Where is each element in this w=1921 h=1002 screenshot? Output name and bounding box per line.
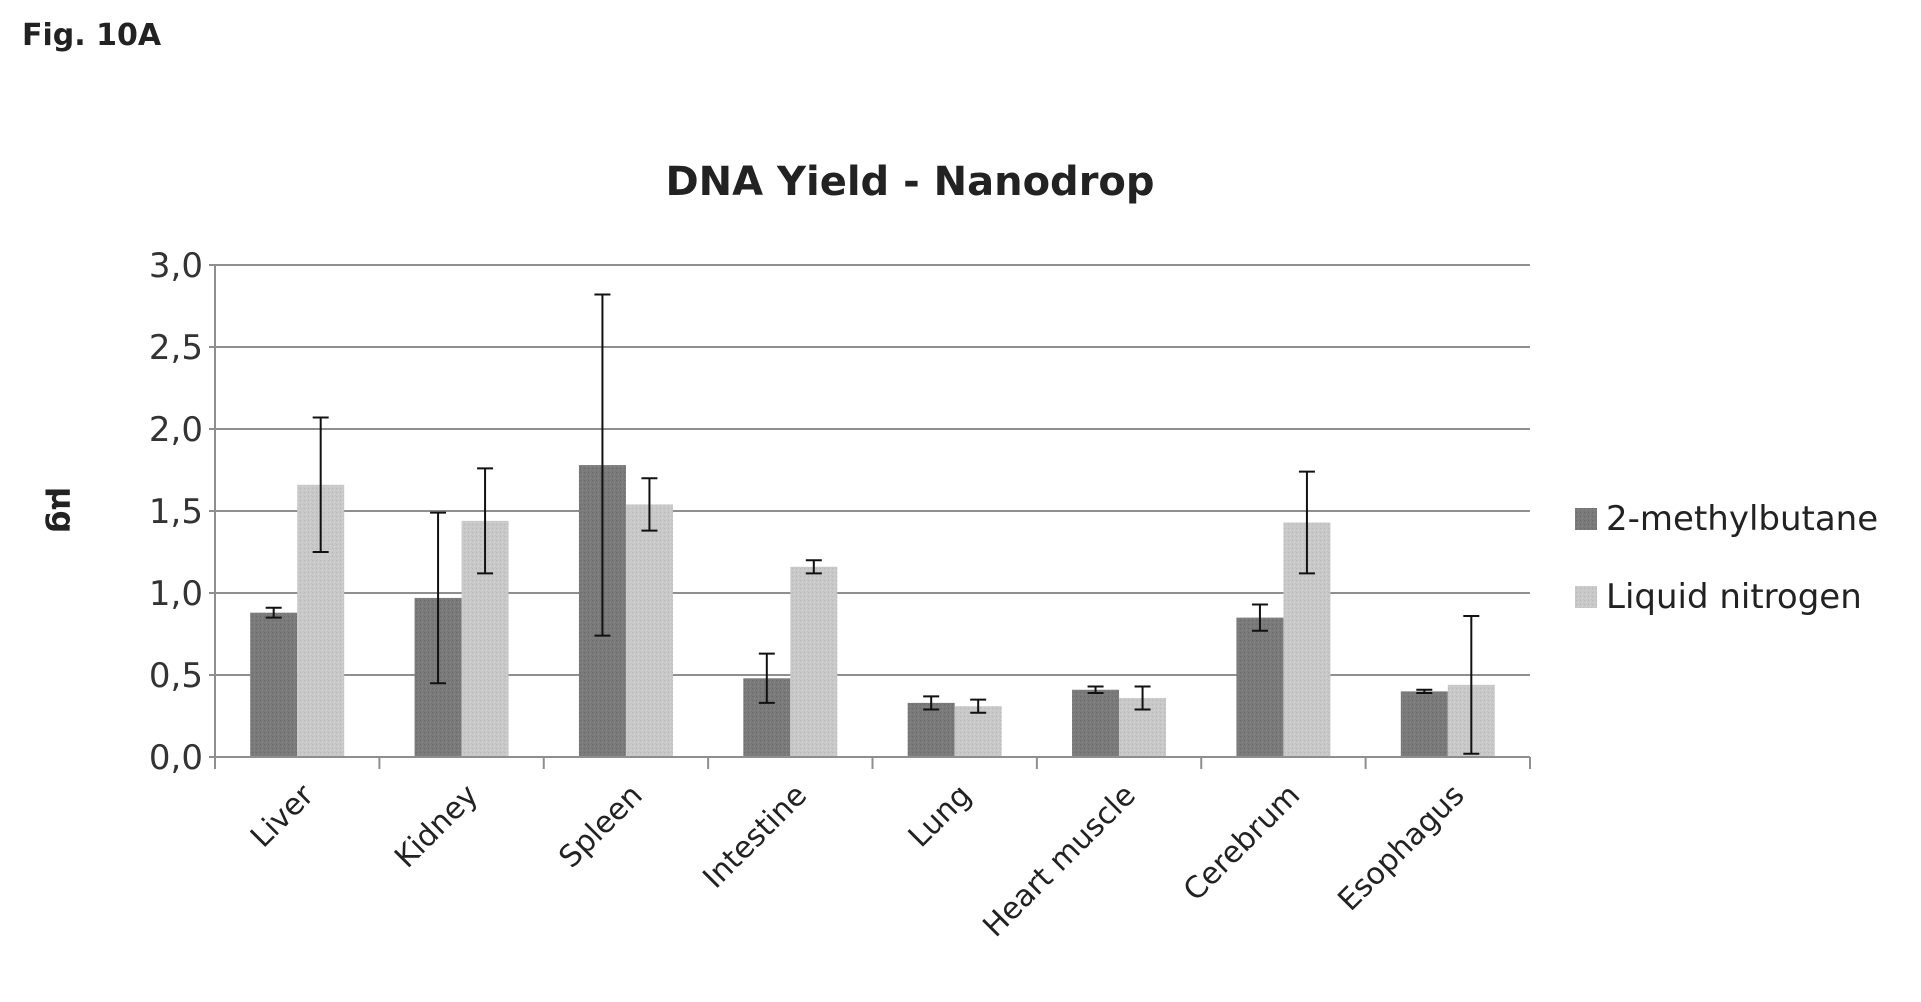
legend: 2-methylbutane Liquid nitrogen xyxy=(1575,499,1878,617)
bar-series-1 xyxy=(1236,617,1284,757)
category-label: Cerebrum xyxy=(1177,778,1307,908)
category-label: Kidney xyxy=(388,778,485,875)
category-label: Heart muscle xyxy=(976,778,1142,944)
category-label: Esophagus xyxy=(1331,778,1471,918)
bar-series-1 xyxy=(1400,691,1448,757)
y-tick-label: 1,5 xyxy=(149,492,203,532)
y-tick-labels: 0,0 0,5 1,0 1,5 2,0 2,5 3,0 xyxy=(149,246,203,778)
legend-label: Liquid nitrogen xyxy=(1606,577,1862,617)
chart-title: DNA Yield - Nanodrop xyxy=(665,159,1154,205)
y-tick-label: 1,0 xyxy=(149,574,203,614)
bar-series-2 xyxy=(790,566,838,757)
figure-label: Fig. 10A xyxy=(22,18,162,53)
category-label: Liver xyxy=(244,777,321,854)
legend-swatch xyxy=(1575,508,1597,530)
y-tick-label: 2,5 xyxy=(149,328,203,368)
y-tick-label: 0,5 xyxy=(149,656,203,696)
gridlines xyxy=(209,264,1530,758)
bar-series-1 xyxy=(907,702,955,757)
x-axis xyxy=(214,265,1531,769)
bar-series-1 xyxy=(250,612,298,757)
category-label: Intestine xyxy=(696,778,814,896)
category-label: Lung xyxy=(902,778,979,855)
category-label: Spleen xyxy=(552,778,649,875)
bar-series-2 xyxy=(954,706,1002,757)
legend-label: 2-methylbutane xyxy=(1606,499,1878,539)
y-tick-label: 0,0 xyxy=(149,738,203,778)
y-tick-label: 2,0 xyxy=(149,410,203,450)
y-tick-label: 3,0 xyxy=(149,246,203,286)
legend-swatch xyxy=(1575,586,1597,608)
bars xyxy=(250,465,1495,757)
bar-series-2 xyxy=(625,504,673,757)
y-axis-label: µg xyxy=(44,487,82,533)
error-bars xyxy=(265,293,1480,755)
bar-series-1 xyxy=(1072,689,1120,757)
